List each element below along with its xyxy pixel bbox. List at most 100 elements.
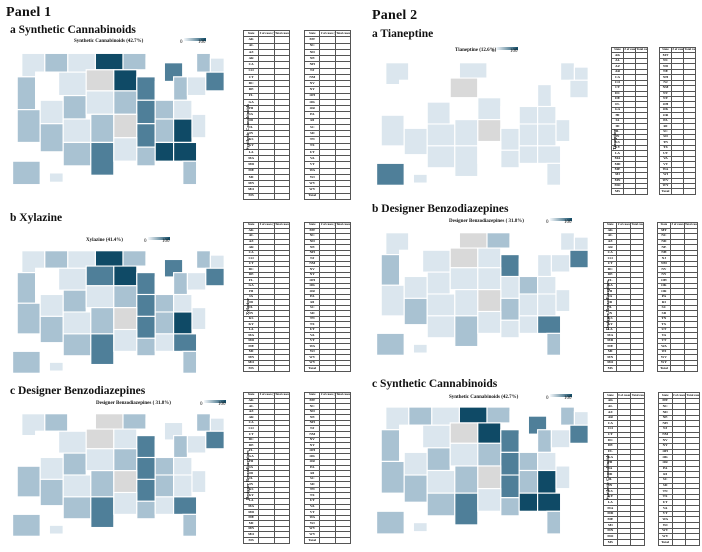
state-region — [122, 413, 147, 430]
state-region — [546, 162, 562, 186]
state-region — [403, 275, 428, 299]
state-region — [426, 123, 456, 147]
state-region — [500, 319, 520, 339]
state-region — [403, 451, 428, 476]
value-cell — [334, 73, 352, 82]
table-header: Total cases — [273, 222, 290, 229]
value-cell — [683, 227, 699, 234]
state-region — [454, 315, 479, 348]
state-region — [182, 160, 198, 186]
state-region — [136, 435, 156, 459]
state-region — [518, 492, 539, 512]
state-region — [154, 333, 175, 352]
value-cell — [334, 227, 352, 234]
map-svg — [376, 406, 589, 535]
state-region — [136, 272, 156, 296]
state-region — [182, 254, 198, 274]
state-code-cell: MS — [611, 188, 624, 195]
state-region — [477, 267, 502, 291]
state-region — [39, 123, 64, 153]
state-region — [380, 254, 401, 286]
state-region — [560, 232, 575, 251]
state-region — [191, 94, 211, 115]
state-code-cell: MS — [242, 365, 260, 372]
table-vertical-label: Synthetic Cannabinoids — [245, 104, 250, 150]
value-cell — [685, 539, 700, 546]
state-region — [454, 465, 479, 494]
state-region — [454, 119, 479, 147]
value-cell — [334, 537, 352, 544]
state-region — [500, 149, 520, 169]
map-title: Tianeptine (12.6%) — [455, 48, 497, 53]
state-region — [477, 488, 502, 512]
state-code-cell: Total — [304, 192, 321, 200]
state-region — [62, 311, 92, 335]
state-region — [154, 474, 175, 498]
panel-2-heading-c: c Synthetic Cannabinoids — [372, 378, 498, 390]
state-region — [85, 265, 115, 287]
state-region — [154, 496, 175, 515]
value-cell — [334, 92, 352, 100]
state-region — [408, 232, 433, 251]
state-region — [113, 285, 138, 309]
us-choropleth-map — [372, 224, 602, 364]
state-region — [39, 293, 64, 317]
state-region — [399, 424, 424, 453]
state-region — [58, 71, 87, 97]
state-region — [546, 236, 562, 256]
state-region — [537, 293, 557, 317]
state-region — [35, 267, 60, 296]
state-region — [173, 435, 188, 459]
state-region — [62, 333, 92, 357]
color-legend: 0 100 — [492, 47, 518, 54]
state-region — [58, 267, 87, 291]
state-region — [90, 113, 115, 144]
state-region — [477, 422, 502, 444]
value-cell — [334, 61, 352, 69]
state-region — [16, 302, 41, 335]
state-region — [62, 94, 87, 120]
state-region — [399, 79, 424, 108]
state-region — [113, 428, 138, 450]
state-region — [403, 127, 428, 156]
value-cell — [334, 186, 352, 194]
state-region — [569, 79, 589, 99]
state-region — [422, 79, 451, 103]
value-cell — [334, 233, 352, 240]
state-region — [90, 496, 115, 529]
state-region — [136, 293, 156, 317]
value-cell — [685, 522, 700, 529]
panel-2-heading-a: a Tianeptine — [372, 28, 434, 40]
alaska-inset — [376, 332, 405, 356]
state-region — [113, 69, 138, 92]
state-region — [16, 272, 37, 304]
state-region — [191, 289, 211, 309]
state-region — [173, 311, 193, 335]
table-vertical-label: Designer Benzodiazepines — [605, 280, 610, 330]
value-cell — [273, 192, 290, 200]
value-cell — [671, 188, 684, 195]
state-region — [560, 406, 575, 426]
state-region — [113, 137, 138, 162]
state-region — [191, 113, 207, 139]
state-region — [205, 267, 225, 287]
value-cell — [319, 537, 336, 544]
state-region — [209, 254, 225, 269]
state-region — [454, 492, 479, 526]
state-region — [555, 289, 571, 313]
state-region — [518, 258, 539, 278]
state-region — [113, 113, 138, 139]
alaska-inset — [12, 513, 41, 537]
state-region — [537, 145, 562, 164]
state-region — [555, 271, 575, 291]
state-region — [509, 236, 529, 256]
state-region — [477, 442, 502, 467]
state-region — [35, 430, 60, 459]
map-title: Designer Benzodiazepines ( 31.8%) — [96, 401, 171, 406]
value-cell — [334, 104, 352, 113]
state-region — [173, 496, 198, 515]
state-region — [537, 469, 557, 494]
state-region — [62, 474, 92, 498]
